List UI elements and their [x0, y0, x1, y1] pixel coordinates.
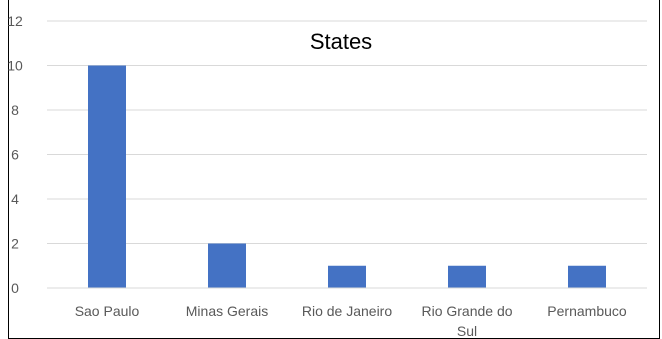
y-tick-label: 0 [11, 280, 19, 296]
y-tick-label: 10 [7, 58, 23, 74]
y-tick-label: 4 [11, 191, 19, 207]
x-tick-label: Pernambuco [547, 303, 627, 319]
x-tick-label: Sul [457, 323, 477, 339]
bar [568, 265, 606, 288]
y-tick-label: 8 [11, 102, 19, 118]
x-tick-label: Rio Grande do [421, 303, 512, 319]
bar [448, 265, 486, 288]
y-axis-ticks: 0 2 4 6 8 10 12 [7, 13, 23, 296]
bars [88, 65, 606, 288]
bar [208, 243, 246, 288]
y-tick-label: 12 [7, 13, 23, 29]
x-axis-ticks: Sao Paulo Minas Gerais Rio de Janeiro Rio G… [75, 303, 627, 339]
gridlines [47, 20, 647, 244]
x-tick-label: Minas Gerais [186, 303, 268, 319]
y-tick-label: 2 [11, 236, 19, 252]
x-tick-label: Rio de Janeiro [302, 303, 392, 319]
bar [328, 265, 366, 288]
y-tick-label: 6 [11, 147, 19, 163]
bar [88, 65, 126, 288]
x-tick-label: Sao Paulo [75, 303, 140, 319]
chart-title: States [310, 29, 372, 54]
